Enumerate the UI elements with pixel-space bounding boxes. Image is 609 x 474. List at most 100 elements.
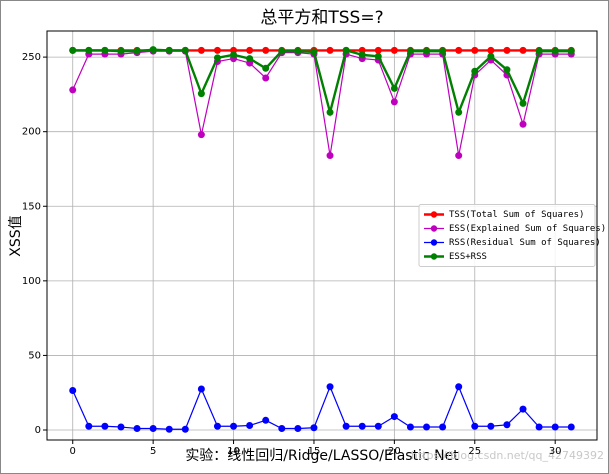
point: [326, 108, 334, 116]
point: [165, 46, 173, 54]
point: [503, 66, 511, 74]
point: [117, 47, 125, 55]
point: [197, 90, 205, 98]
point: [310, 48, 318, 56]
point: [69, 46, 77, 54]
point: [551, 47, 559, 55]
point: [262, 74, 270, 82]
point: [197, 385, 205, 393]
point: [133, 47, 141, 55]
x-tick-label: 15: [308, 446, 321, 457]
legend-label: RSS(Residual Sum of Squares): [449, 238, 601, 248]
x-tick-label: 25: [468, 446, 481, 457]
point: [567, 423, 575, 431]
point: [455, 46, 463, 54]
point: [85, 422, 93, 430]
point: [326, 383, 334, 391]
legend-label: ESS(Explained Sum of Squares): [449, 224, 606, 234]
y-tick-label: 150: [22, 201, 41, 212]
point: [503, 421, 511, 429]
point: [567, 47, 575, 55]
point: [487, 422, 495, 430]
point: [69, 86, 77, 94]
point: [374, 46, 382, 54]
point: [519, 99, 527, 107]
point: [181, 46, 189, 54]
point: [149, 46, 157, 54]
point: [455, 383, 463, 391]
point: [262, 46, 270, 54]
point: [262, 64, 270, 72]
point: [358, 51, 366, 59]
point: [342, 422, 350, 430]
legend-marker: [430, 225, 438, 232]
point: [358, 422, 366, 430]
point: [519, 405, 527, 413]
point: [423, 423, 431, 431]
point: [278, 425, 286, 433]
point: [101, 422, 109, 430]
point: [213, 54, 221, 62]
point: [455, 152, 463, 160]
point: [471, 422, 479, 430]
y-tick-label: 200: [22, 127, 41, 138]
point: [230, 422, 238, 430]
y-axis-label: XSS值: [8, 215, 24, 256]
y-tick-label: 0: [35, 425, 41, 436]
legend-marker: [430, 239, 438, 246]
x-tick-label: 0: [70, 446, 76, 457]
watermark: https://blog.csdn.net/qq_42749392: [411, 449, 604, 462]
point: [519, 120, 527, 128]
point: [149, 425, 157, 433]
point: [181, 425, 189, 433]
point: [390, 84, 398, 92]
x-tick-label: 5: [150, 446, 156, 457]
point: [390, 46, 398, 54]
point: [423, 47, 431, 55]
x-tick-label: 10: [227, 446, 240, 457]
legend-marker: [430, 253, 438, 260]
legend-label: ESS+RSS: [449, 252, 487, 262]
point: [487, 52, 495, 60]
point: [326, 152, 334, 160]
legend-box: [418, 204, 596, 267]
point: [503, 46, 511, 54]
y-tick-label: 250: [22, 52, 41, 63]
point: [310, 424, 318, 432]
point: [455, 108, 463, 116]
point: [213, 46, 221, 54]
point: [246, 422, 254, 430]
point: [85, 46, 93, 54]
point: [246, 55, 254, 63]
point: [374, 52, 382, 60]
point: [133, 425, 141, 433]
point: [535, 423, 543, 431]
legend-marker: [430, 211, 438, 218]
point: [294, 47, 302, 55]
point: [551, 423, 559, 431]
plot-frame: [46, 30, 598, 441]
legend-label: TSS(Total Sum of Squares): [449, 210, 584, 220]
chart-title: 总平方和TSS=?: [260, 8, 383, 28]
point: [390, 98, 398, 106]
point: [406, 423, 414, 431]
point: [230, 51, 238, 59]
point: [439, 47, 447, 55]
x-axis-label: 实验：线性回归/Ridge/LASSO/Elastic Net: [185, 447, 459, 464]
point: [213, 422, 221, 430]
point: [197, 131, 205, 139]
y-tick-label: 50: [28, 350, 41, 361]
point: [519, 46, 527, 54]
point: [374, 422, 382, 430]
point: [278, 47, 286, 55]
point: [326, 46, 334, 54]
point: [406, 47, 414, 55]
point: [117, 423, 125, 431]
point: [262, 416, 270, 424]
point: [471, 67, 479, 75]
point: [471, 46, 479, 54]
point: [69, 386, 77, 394]
point: [342, 46, 350, 54]
point: [487, 46, 495, 54]
